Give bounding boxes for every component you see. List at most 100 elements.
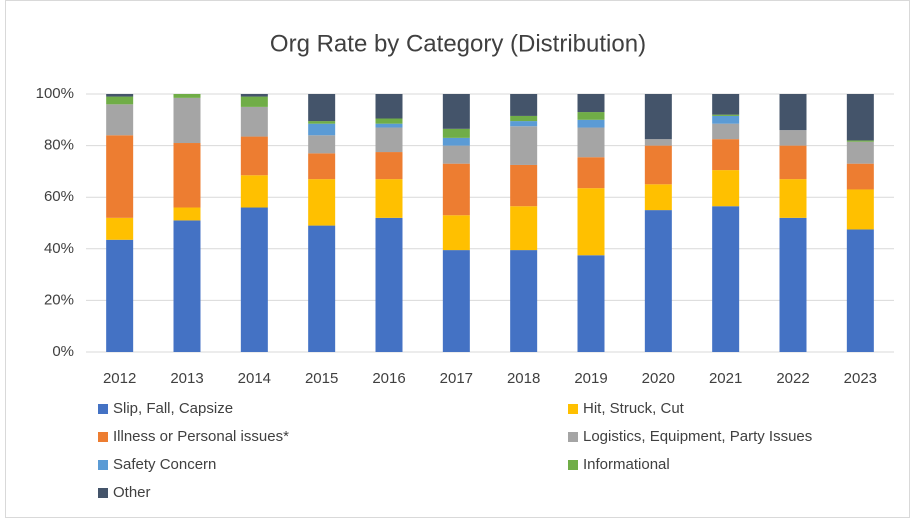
bar-segment — [106, 217, 134, 240]
bar-segment — [240, 96, 268, 107]
bar-segment — [173, 220, 201, 352]
legend-swatch — [98, 404, 108, 414]
bar-segment — [712, 206, 740, 352]
x-tick-label: 2016 — [372, 370, 405, 387]
legend-swatch — [568, 404, 578, 414]
x-tick-label: 2013 — [170, 370, 203, 387]
legend-swatch — [568, 432, 578, 442]
bar-segment — [510, 121, 538, 127]
bar-segment — [240, 106, 268, 137]
bar-segment — [240, 207, 268, 352]
bar-segment — [712, 170, 740, 207]
bar-segment — [106, 239, 134, 352]
bar-segment — [106, 104, 134, 136]
bar-segment — [712, 114, 740, 116]
bar-segment — [510, 206, 538, 251]
bar-segment — [442, 250, 470, 352]
bar-segment — [442, 137, 470, 146]
bar-segment — [240, 94, 268, 97]
legend-label: Safety Concern — [113, 456, 216, 473]
legend-swatch — [568, 460, 578, 470]
bar-segment — [375, 123, 403, 128]
bar-segment — [308, 225, 336, 352]
bar-segment — [442, 94, 470, 129]
bar-segment — [308, 135, 336, 154]
bar-segment — [577, 127, 605, 158]
bar-segment — [644, 184, 672, 211]
bar-segment — [846, 189, 874, 230]
bar-segment — [308, 121, 336, 124]
legend-swatch — [98, 460, 108, 470]
x-tick-label: 2012 — [103, 370, 136, 387]
bar-segment — [442, 145, 470, 164]
legend-label: Logistics, Equipment, Party Issues — [583, 428, 812, 445]
bar-segment — [173, 207, 201, 221]
x-tick-label: 2015 — [305, 370, 338, 387]
bar-segment — [577, 94, 605, 113]
y-tick-label: 60% — [44, 188, 74, 205]
y-tick-label: 0% — [52, 343, 74, 360]
bar-segment — [375, 127, 403, 153]
bar-segment — [577, 157, 605, 189]
x-tick-label: 2021 — [709, 370, 742, 387]
bar-segment — [779, 94, 807, 131]
bar-segment — [308, 153, 336, 180]
y-tick-label: 100% — [36, 85, 74, 102]
bar-segment — [510, 164, 538, 207]
bar-segment — [712, 115, 740, 124]
bar-segment — [846, 140, 874, 142]
bar-segment — [577, 255, 605, 352]
bar-segment — [308, 94, 336, 122]
bar-segment — [779, 179, 807, 218]
legend-label: Hit, Struck, Cut — [583, 400, 685, 417]
bar-segment — [173, 97, 201, 144]
legend-label: Other — [113, 484, 151, 501]
x-tick-label: 2014 — [238, 370, 271, 387]
bar-segment — [577, 112, 605, 120]
bar-segment — [106, 94, 134, 97]
bar-segment — [846, 163, 874, 190]
y-tick-label: 80% — [44, 137, 74, 154]
bar-segment — [375, 94, 403, 119]
x-tick-label: 2018 — [507, 370, 540, 387]
bar-segment — [846, 141, 874, 164]
bar-segment — [106, 96, 134, 105]
bar-segment — [442, 163, 470, 216]
legend-swatch — [98, 432, 108, 442]
bar-segment — [240, 175, 268, 208]
bar-segment — [846, 229, 874, 352]
bar-segment — [442, 215, 470, 251]
x-tick-label: 2017 — [440, 370, 473, 387]
bar-segment — [644, 210, 672, 352]
bar-segment — [240, 136, 268, 176]
bar-segment — [510, 126, 538, 165]
bar-segment — [510, 115, 538, 122]
legend-label: Illness or Personal issues* — [113, 428, 289, 445]
legend-label: Slip, Fall, Capsize — [113, 400, 233, 417]
bar-segment — [644, 145, 672, 185]
bar-segment — [308, 179, 336, 226]
bar-segment — [577, 188, 605, 256]
bar-segment — [106, 135, 134, 218]
chart-title: Org Rate by Category (Distribution) — [270, 30, 646, 57]
bar-segment — [173, 143, 201, 208]
bar-segment — [712, 139, 740, 171]
bar-segment — [779, 145, 807, 180]
x-tick-label: 2023 — [844, 370, 877, 387]
legend-label: Informational — [583, 456, 670, 473]
bar-segment — [644, 139, 672, 146]
bar-segment — [779, 130, 807, 146]
bar-segment — [308, 123, 336, 136]
bar-segment — [846, 94, 874, 141]
bar-segment — [712, 94, 740, 115]
x-tick-label: 2020 — [642, 370, 675, 387]
y-tick-label: 20% — [44, 291, 74, 308]
legend-swatch — [98, 488, 108, 498]
bar-segment — [779, 217, 807, 352]
bar-segment — [442, 128, 470, 138]
bar-segment — [173, 94, 201, 98]
x-tick-label: 2022 — [776, 370, 809, 387]
bar-segment — [644, 94, 672, 140]
